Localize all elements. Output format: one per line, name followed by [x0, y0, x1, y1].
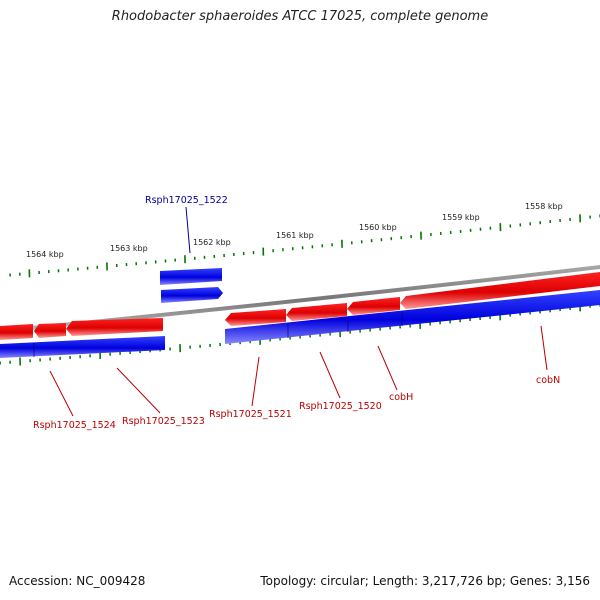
scale-label-1560: 1560 kbp	[359, 223, 397, 232]
scale-label-1559: 1559 kbp	[442, 213, 480, 222]
scale-label-1561: 1561 kbp	[276, 231, 314, 240]
gene-Rsph17025_1524b-arrow[interactable]	[34, 323, 66, 338]
map-title: Rhodobacter sphaeroides ATCC 17025, comp…	[111, 9, 489, 24]
scale-label-1564: 1564 kbp	[26, 250, 64, 259]
gene-label-Rsph17025_1522[interactable]: Rsph17025_1522	[145, 195, 228, 206]
scale-track-top	[9, 214, 600, 278]
gene-label-Rsph17025_1524[interactable]: Rsph17025_1524	[33, 420, 116, 431]
gene-label-Rsph17025_1523[interactable]: Rsph17025_1523	[122, 416, 205, 427]
callout-lines	[49, 206, 548, 417]
genome-backbone	[0, 265, 600, 333]
gene-Rsph17025_1521-arrow[interactable]	[225, 309, 286, 326]
scale-label-1563: 1563 kbp	[110, 244, 148, 253]
gene-cobN-arrow[interactable]	[400, 272, 600, 309]
gene-label-Rsph17025_1521[interactable]: Rsph17025_1521	[209, 409, 292, 420]
accession-text: Accession: NC_009428	[9, 574, 146, 588]
gene-Rsph17025_1522-box[interactable]	[160, 268, 222, 285]
gene-cobH-arrow[interactable]	[347, 297, 400, 315]
genome-summary-text: Topology: circular; Length: 3,217,726 bp…	[260, 574, 590, 588]
band-left	[0, 336, 165, 358]
gene-Rsph17025_1520-arrow[interactable]	[286, 303, 347, 321]
reverse-strand-track	[0, 272, 600, 340]
gene-Rsph17025_1523-arrow[interactable]	[66, 318, 163, 336]
scale-label-1562: 1562 kbp	[193, 238, 231, 247]
gene-Rsph17025_1524-arrow[interactable]	[0, 324, 33, 340]
scale-label-1558: 1558 kbp	[525, 202, 563, 211]
gene-label-Rsph17025_1520[interactable]: Rsph17025_1520	[299, 401, 382, 412]
gene-Rsph17025_1522-arrow[interactable]	[161, 287, 223, 303]
gene-label-cobN[interactable]: cobN	[536, 375, 560, 386]
forward-strand-track	[160, 268, 223, 303]
blue-band-track	[0, 290, 600, 358]
gene-label-cobH[interactable]: cobH	[389, 392, 413, 403]
band-right	[225, 290, 600, 344]
